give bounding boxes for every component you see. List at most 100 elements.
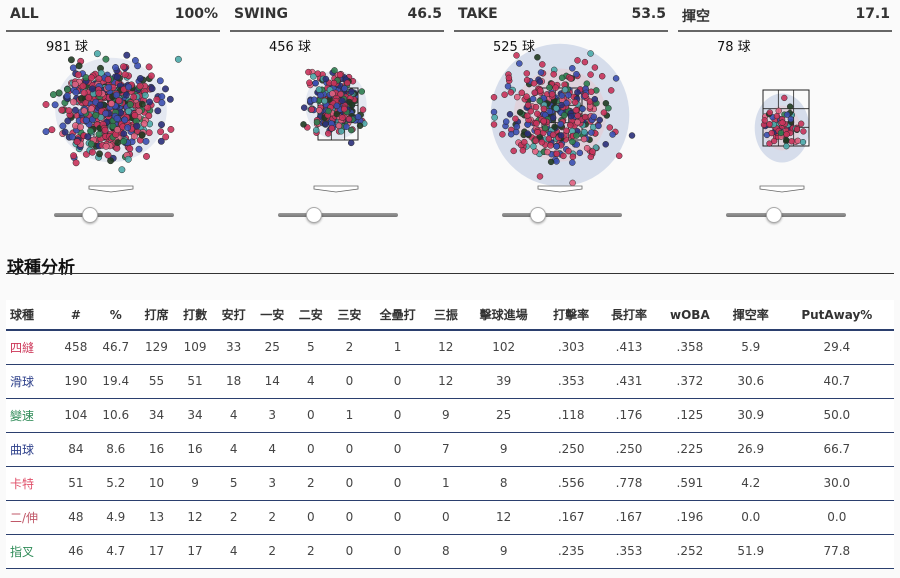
- column-header[interactable]: 三安: [330, 300, 369, 331]
- column-header[interactable]: 安打: [214, 300, 253, 331]
- panel-title: 揮空: [682, 9, 710, 25]
- table-cell: 29.4: [779, 330, 894, 365]
- pitch-dot: [541, 124, 549, 132]
- slider-track[interactable]: [54, 213, 174, 217]
- pitch-dot: [548, 90, 556, 98]
- column-header[interactable]: 打席: [137, 300, 176, 331]
- pitch-dot: [77, 123, 84, 131]
- table-cell: 30.9: [721, 398, 780, 433]
- slider-thumb[interactable]: [530, 207, 546, 223]
- pitch-dot: [512, 115, 519, 123]
- pitch-dot: [87, 74, 95, 82]
- slider-track[interactable]: [726, 213, 846, 217]
- table-cell: 0: [368, 398, 427, 433]
- column-header[interactable]: 長打率: [600, 300, 658, 331]
- pitch-dot: [777, 129, 785, 137]
- pitch-dot: [142, 137, 150, 145]
- table-cell: 4: [214, 534, 253, 569]
- table-cell: 55: [137, 364, 176, 399]
- table-cell: 9: [426, 398, 466, 433]
- table-cell: 46.7: [94, 330, 138, 365]
- pitch-dot: [523, 93, 530, 100]
- table-row: 滑球 190 19.4 55 51 18 14 4 0 0 12 39.353.431.372 30.6…: [6, 364, 894, 399]
- slider-track[interactable]: [502, 213, 622, 217]
- column-header[interactable]: %: [94, 300, 138, 331]
- pitch-dot: [144, 104, 152, 112]
- pitch-dot: [75, 62, 83, 70]
- pitch-dot: [162, 85, 169, 93]
- column-header[interactable]: wOBA: [657, 300, 722, 331]
- pitch-dot: [68, 133, 76, 141]
- pitch-dot: [521, 138, 528, 146]
- column-header[interactable]: 擊球進場: [465, 300, 543, 331]
- pitch-dot: [612, 75, 620, 82]
- column-header[interactable]: 全壘打: [368, 300, 427, 331]
- pitch-dot: [136, 75, 144, 82]
- column-header[interactable]: 打數: [175, 300, 215, 331]
- panel-all: ALL 100% 981 球: [6, 0, 220, 240]
- table-cell: .556: [542, 466, 601, 501]
- column-header[interactable]: 一安: [252, 300, 292, 331]
- pitch-dot: [88, 85, 96, 93]
- slider-thumb[interactable]: [306, 207, 322, 223]
- table-cell: 4: [214, 398, 253, 433]
- pitch-dot: [95, 75, 103, 83]
- column-header[interactable]: 二安: [291, 300, 331, 331]
- pitch-dot: [768, 129, 775, 137]
- table-cell: .353: [600, 534, 658, 569]
- table-cell: 0: [368, 500, 427, 535]
- panel-divider: [6, 30, 220, 32]
- pitch-dot: [325, 107, 332, 115]
- pitch-dot: [552, 84, 559, 91]
- column-header[interactable]: #: [57, 300, 95, 331]
- column-header[interactable]: 打擊率: [542, 300, 601, 331]
- table-cell: 102: [465, 330, 543, 365]
- slider-thumb[interactable]: [82, 207, 98, 223]
- slider-thumb[interactable]: [766, 207, 782, 223]
- pitch-dot: [534, 54, 541, 61]
- table-cell: .235: [542, 534, 601, 569]
- table-cell: 4: [214, 432, 253, 467]
- table-cell: 5: [214, 466, 253, 501]
- table-cell: 19.4: [94, 364, 138, 399]
- column-header[interactable]: 三振: [426, 300, 466, 331]
- table-cell: .167: [600, 500, 658, 535]
- pitch-dot: [61, 128, 69, 136]
- table-cell: 5.9: [721, 330, 780, 365]
- pitch-dot: [84, 133, 92, 141]
- pitch-dot: [596, 116, 603, 124]
- column-header[interactable]: PutAway%: [779, 300, 894, 331]
- pitch-dot: [345, 115, 353, 123]
- pitch-dot: [574, 118, 581, 126]
- pitch-type-name: 卡特: [6, 466, 58, 501]
- table-cell: 0: [330, 432, 369, 467]
- pitch-dot: [567, 75, 575, 82]
- pitch-dot: [67, 56, 75, 64]
- table-cell: 4: [291, 364, 331, 399]
- table-header-row: 球種 #% 打席 打數 安打 一安 二安 三安 全壘打 三振 擊球進場 打擊率 長打率 wOBA 揮空率 Pu…: [6, 300, 894, 331]
- pitch-dot: [138, 100, 146, 108]
- slider-track[interactable]: [278, 213, 398, 217]
- table-row: 指叉 46 4.7 17 17 4 2 2 0 0 8 9.235.353.252 51.9 77.8: [6, 534, 894, 569]
- pitch-dot: [582, 92, 589, 99]
- pitch-dot: [308, 106, 315, 113]
- table-cell: 0: [291, 432, 331, 467]
- table-cell: 10.6: [94, 398, 138, 433]
- table-cell: 51.9: [721, 534, 780, 569]
- pitch-dot: [337, 90, 344, 98]
- pitch-dot: [576, 149, 584, 157]
- table-cell: 25: [252, 330, 292, 365]
- table-cell: 16: [175, 432, 215, 467]
- pitch-dot: [609, 131, 616, 138]
- pitch-dot: [569, 159, 576, 166]
- pitch-dot: [141, 91, 149, 99]
- pitch-dot: [135, 145, 143, 153]
- pitch-dot: [341, 105, 348, 113]
- panel-percentage: 17.1: [855, 6, 890, 22]
- section-title: 球種分析: [7, 258, 75, 278]
- pitch-dot: [312, 126, 320, 134]
- column-header[interactable]: 球種: [6, 300, 58, 331]
- column-header[interactable]: 揮空率: [721, 300, 780, 331]
- pitch-dot: [329, 90, 336, 97]
- table-cell: 34: [137, 398, 176, 433]
